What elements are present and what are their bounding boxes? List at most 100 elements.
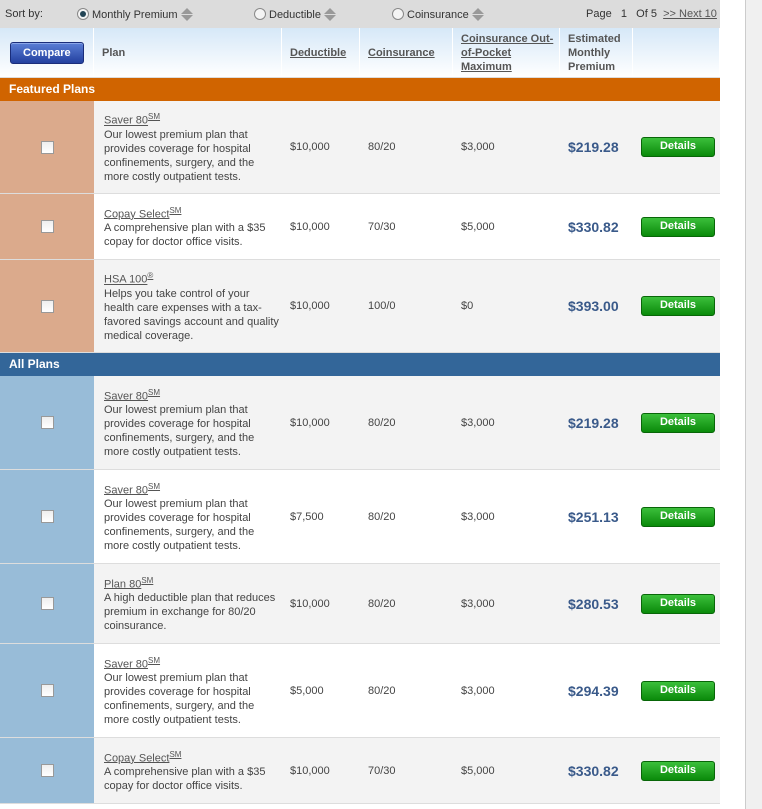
- plan-mark: SM: [148, 655, 161, 665]
- oop-header[interactable]: Coinsurance Out-of-Pocket Maximum: [461, 32, 554, 73]
- plan-row: Plan 80SM A high deductible plan that red…: [0, 564, 720, 644]
- plan-mark: SM: [169, 205, 182, 215]
- premium-header: Estimated Monthly Premium: [560, 28, 633, 77]
- compare-checkbox[interactable]: [40, 220, 54, 233]
- radio-icon[interactable]: [392, 8, 404, 20]
- page-number: 1: [620, 8, 627, 20]
- coinsurance-value: 80/20: [368, 141, 396, 153]
- oop-value: $0: [461, 300, 474, 312]
- oop-value: $3,000: [461, 141, 495, 153]
- compare-checkbox[interactable]: [40, 140, 54, 154]
- details-button[interactable]: Details: [641, 412, 715, 433]
- sort-arrows-icon[interactable]: [471, 8, 484, 21]
- radio-icon[interactable]: [77, 8, 89, 20]
- coinsurance-value: 80/20: [368, 684, 396, 697]
- plan-row: Saver 80SM Our lowest premium plan that p…: [0, 470, 720, 564]
- premium-value: $330.82: [568, 762, 619, 779]
- details-button[interactable]: Details: [641, 593, 715, 614]
- plan-header: Plan: [94, 28, 282, 77]
- compare-button[interactable]: Compare: [10, 41, 84, 64]
- coinsurance-value: 80/20: [368, 416, 396, 429]
- details-button[interactable]: Details: [641, 216, 715, 237]
- coinsurance-value: 70/30: [368, 764, 396, 777]
- of-label: Of: [636, 8, 648, 20]
- page-total: 5: [650, 8, 657, 20]
- plan-row: Saver 80SM Our lowest premium plan that p…: [0, 376, 720, 470]
- premium-value: $393.00: [568, 298, 619, 314]
- plan-description: Our lowest premium plan that provides co…: [104, 672, 255, 727]
- plan-description: A comprehensive plan with a $35 copay fo…: [104, 222, 266, 249]
- oop-value: $3,000: [461, 416, 495, 429]
- sort-arrows-icon[interactable]: [180, 8, 193, 21]
- plan-description: Our lowest premium plan that provides co…: [104, 404, 255, 459]
- coinsurance-value: 80/20: [368, 510, 396, 523]
- coinsurance-value: 70/30: [368, 220, 396, 233]
- coinsurance-value: 100/0: [368, 300, 396, 312]
- plan-mark: SM: [141, 575, 154, 585]
- premium-value: $219.28: [568, 139, 619, 155]
- plan-description: A comprehensive plan with a $35 copay fo…: [104, 766, 266, 793]
- plan-description: A high deductible plan that reduces prem…: [104, 592, 276, 633]
- plan-row: HSA 100® Helps you take control of your h…: [0, 260, 720, 353]
- compare-checkbox[interactable]: [40, 510, 54, 523]
- details-button[interactable]: Details: [641, 296, 715, 316]
- premium-value: $280.53: [568, 595, 619, 612]
- premium-value: $294.39: [568, 682, 619, 699]
- deductible-value: $7,500: [290, 510, 324, 523]
- plan-description: Helps you take control of your health ca…: [104, 287, 279, 342]
- plan-name-link[interactable]: Plan 80: [104, 578, 142, 591]
- featured-plans-header: Featured Plans: [0, 78, 720, 101]
- oop-value: $3,000: [461, 684, 495, 697]
- all-plans-header: All Plans: [0, 353, 720, 376]
- oop-value: $5,000: [461, 220, 495, 233]
- radio-icon[interactable]: [254, 8, 266, 20]
- sort-label: Sort by:: [5, 8, 43, 20]
- plan-name-link[interactable]: Saver 80: [104, 390, 149, 403]
- premium-value: $330.82: [568, 218, 619, 235]
- sort-coinsurance[interactable]: Coinsurance: [392, 8, 484, 21]
- compare-checkbox[interactable]: [40, 299, 54, 313]
- premium-value: $251.13: [568, 508, 619, 525]
- sort-option-label: Monthly Premium: [92, 9, 178, 21]
- details-button[interactable]: Details: [641, 760, 715, 781]
- details-button[interactable]: Details: [641, 137, 715, 157]
- coinsurance-value: 80/20: [368, 597, 396, 610]
- coinsurance-header[interactable]: Coinsurance: [368, 46, 435, 59]
- compare-checkbox[interactable]: [40, 764, 54, 777]
- next-10-link[interactable]: >> Next 10: [663, 8, 717, 20]
- compare-checkbox[interactable]: [40, 597, 54, 610]
- plan-name-link[interactable]: Copay Select: [104, 208, 170, 221]
- sort-deductible[interactable]: Deductible: [254, 8, 336, 21]
- pager: Page 1 Of 5 >> Next 10: [586, 8, 717, 20]
- plan-row: Copay SelectSM A comprehensive plan with …: [0, 738, 720, 804]
- plan-row: Saver 80SM Our lowest premium plan that p…: [0, 101, 720, 194]
- sort-monthly-premium[interactable]: Monthly Premium: [77, 8, 193, 21]
- page-label: Page: [586, 8, 612, 20]
- deductible-header[interactable]: Deductible: [290, 46, 347, 59]
- oop-value: $3,000: [461, 597, 495, 610]
- plan-list: Sort by: Monthly Premium Deductible Coin…: [0, 0, 720, 804]
- compare-checkbox[interactable]: [40, 416, 54, 429]
- deductible-value: $10,000: [290, 764, 330, 777]
- plan-mark: ®: [147, 271, 154, 281]
- deductible-value: $10,000: [290, 300, 330, 312]
- scrollbar[interactable]: [745, 0, 762, 809]
- deductible-value: $5,000: [290, 684, 324, 697]
- sort-arrows-icon[interactable]: [323, 8, 336, 21]
- sort-option-label: Deductible: [269, 9, 321, 21]
- plan-mark: SM: [148, 481, 161, 491]
- plan-name-link[interactable]: HSA 100: [104, 273, 148, 286]
- plan-name-link[interactable]: Saver 80: [104, 658, 149, 671]
- details-button[interactable]: Details: [641, 680, 715, 701]
- plan-name-link[interactable]: Saver 80: [104, 484, 149, 497]
- deductible-value: $10,000: [290, 220, 330, 233]
- plan-mark: SM: [148, 112, 161, 122]
- plan-description: Our lowest premium plan that provides co…: [104, 128, 255, 183]
- deductible-value: $10,000: [290, 597, 330, 610]
- plan-name-link[interactable]: Copay Select: [104, 752, 170, 765]
- sort-bar: Sort by: Monthly Premium Deductible Coin…: [0, 0, 720, 28]
- plan-description: Our lowest premium plan that provides co…: [104, 498, 255, 553]
- compare-checkbox[interactable]: [40, 684, 54, 697]
- details-button[interactable]: Details: [641, 506, 715, 527]
- plan-name-link[interactable]: Saver 80: [104, 114, 149, 127]
